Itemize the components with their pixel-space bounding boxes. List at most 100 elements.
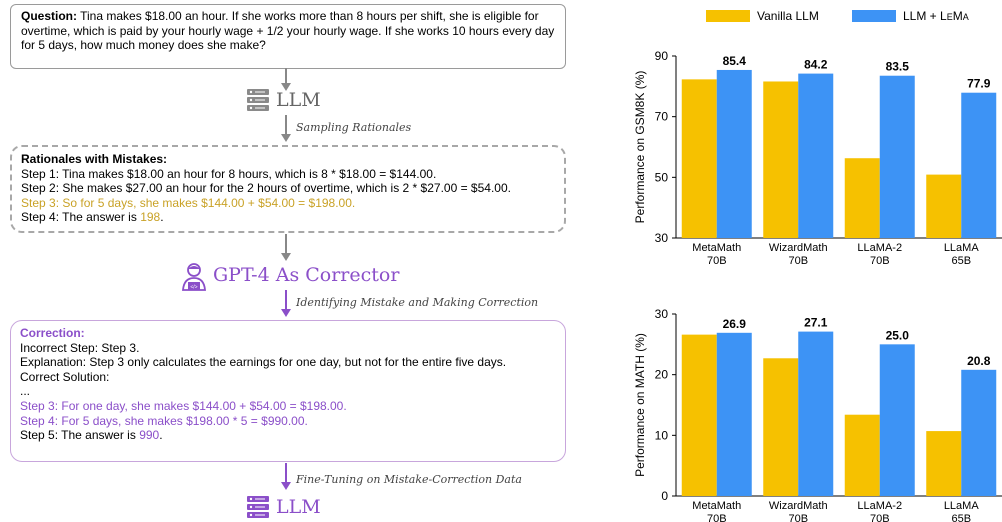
- legend-vanilla-swatch: [706, 10, 750, 22]
- gsm8k-bar-lema-3: [961, 92, 997, 238]
- math-y-tick-label: 10: [655, 428, 669, 442]
- rationales-box: Rationales with Mistakes: Step 1: Tina m…: [10, 145, 566, 233]
- gsm8k-x-tick-label: WizardMath: [769, 242, 828, 254]
- math-bar-lema-2: [879, 344, 915, 496]
- finetuning-label: Fine-Tuning on Mistake-Correction Data: [296, 473, 522, 486]
- gsm8k-data-label-0: 85.4: [723, 54, 747, 68]
- gsm8k-y-tick-label: 90: [655, 49, 669, 63]
- gsm8k-data-label-3: 77.9: [967, 77, 991, 91]
- rationale-step-4-prefix: Step 4: The answer is: [21, 210, 141, 225]
- gsm8k-x-tick-label: LLaMA-2: [857, 242, 902, 254]
- math-x-tick-label: 70B: [788, 513, 808, 522]
- correction-step-5-suffix: .: [159, 428, 163, 443]
- math-data-label-1: 27.1: [804, 316, 828, 330]
- correction-explanation: Explanation: Step 3 only calculates the …: [20, 355, 507, 370]
- correction-step-5-prefix: Step 5: The answer is: [20, 428, 140, 443]
- server-icon: [247, 89, 269, 111]
- math-data-label-2: 25.0: [886, 328, 910, 342]
- math-bar-lema-3: [961, 369, 997, 496]
- gsm8k-y-tick-label: 70: [655, 110, 669, 124]
- gsm8k-x-tick-label: MetaMath: [692, 242, 741, 254]
- legend-lema-l: L: [940, 9, 947, 23]
- correction-box: Correction: Incorrect Step: Step 3. Expl…: [10, 320, 566, 462]
- legend-lema-e: E: [946, 12, 953, 22]
- math-bar-vanilla-2: [844, 414, 880, 496]
- svg-text:</>: </>: [190, 285, 197, 291]
- rationale-step-2: Step 2: She makes $27.00 an hour for the…: [21, 181, 511, 196]
- server-icon: [247, 496, 269, 518]
- gsm8k-bar-lema-1: [798, 73, 834, 238]
- arrow-rationales-to-gpt4: [281, 234, 291, 261]
- question-box: Question: Tina makes $18.00 an hour. If …: [10, 4, 566, 69]
- gsm8k-bar-vanilla-3: [926, 174, 962, 238]
- legend-lema-a: A: [962, 12, 969, 22]
- gsm8k-x-tick-label: LLaMA: [944, 242, 980, 254]
- gsm8k-y-tick-label: 50: [655, 170, 669, 184]
- arrow-gpt4-to-correction: [281, 290, 291, 317]
- math-x-tick-label: LLaMA: [944, 500, 980, 512]
- gsm8k-x-tick-label: 65B: [951, 255, 971, 267]
- gsm8k-bar-lema-2: [879, 75, 915, 238]
- correction-step-4: Step 4: For 5 days, she makes $198.00 * …: [20, 413, 308, 428]
- math-x-tick-label: WizardMath: [769, 500, 828, 512]
- math-bar-vanilla-0: [681, 334, 717, 496]
- gsm8k-y-axis-label: Performance on GSM8K (%): [633, 71, 647, 224]
- math-bar-lema-1: [798, 331, 834, 496]
- math-bar-vanilla-3: [926, 431, 962, 496]
- math-data-label-3: 20.8: [967, 354, 991, 368]
- math-x-tick-label: 65B: [951, 513, 971, 522]
- math-x-tick-label: LLaMA-2: [857, 500, 902, 512]
- sampling-label: Sampling Rationales: [296, 121, 412, 134]
- gpt4-label: GPT-4 As Corrector: [213, 264, 400, 286]
- correction-step-3: Step 3: For one day, she makes $144.00 +…: [20, 398, 347, 413]
- correction-step-5-value: 990: [139, 428, 160, 443]
- identifying-label: Identifying Mistake and Making Correctio…: [296, 296, 539, 309]
- legend-lema-label: LLM + LEMA: [903, 9, 969, 23]
- legend-vanilla-label: Vanilla LLM: [757, 9, 819, 23]
- correction-title: Correction:: [20, 326, 85, 340]
- gsm8k-x-tick-label: 70B: [870, 255, 890, 267]
- gsm8k-bar-vanilla-1: [763, 81, 799, 238]
- arrow-question-to-llm: [281, 68, 291, 91]
- gsm8k-data-label-1: 84.2: [804, 58, 828, 72]
- math-y-axis-label: Performance on MATH (%): [633, 333, 647, 477]
- math-x-tick-label: MetaMath: [692, 500, 741, 512]
- correction-step-5: Step 5: The answer is 990.: [20, 428, 556, 443]
- math-y-tick-label: 0: [661, 489, 668, 503]
- math-bar-lema-0: [716, 332, 752, 496]
- gsm8k-y-tick-label: 30: [655, 231, 669, 245]
- legend-lema-m: M: [952, 9, 963, 23]
- llm-label-top: LLM: [276, 89, 321, 111]
- math-y-tick-label: 30: [655, 307, 669, 321]
- rationale-step-3: Step 3: So for 5 days, she makes $144.00…: [21, 195, 356, 210]
- math-y-tick-label: 20: [655, 368, 669, 382]
- gsm8k-chart: 30 50 70 90 Performance on GSM8K (%) 85.4 Meta…: [633, 49, 1002, 267]
- correction-incorrect-step: Incorrect Step: Step 3.: [20, 340, 140, 355]
- math-x-tick-label: 70B: [870, 513, 890, 522]
- gsm8k-x-tick-label: 70B: [707, 255, 727, 267]
- gsm8k-bar-vanilla-2: [844, 158, 880, 238]
- legend-lema-swatch: [852, 10, 896, 22]
- rationale-step-1: Step 1: Tina makes $18.00 an hour for 8 …: [21, 166, 437, 181]
- rationales-title: Rationales with Mistakes:: [21, 152, 168, 166]
- rationale-step-4: Step 4: The answer is 198.: [21, 210, 555, 225]
- correction-ellipsis: ...: [20, 384, 31, 399]
- math-x-tick-label: 70B: [707, 513, 727, 522]
- math-bar-vanilla-1: [763, 358, 799, 496]
- question-label: Question:: [21, 9, 77, 23]
- person-laptop-icon: </>: [182, 263, 206, 291]
- rationale-step-4-value: 198: [140, 210, 161, 225]
- gsm8k-bar-vanilla-0: [681, 79, 717, 239]
- arrow-correction-to-llm: [281, 463, 291, 490]
- rationale-step-4-suffix: .: [160, 210, 164, 225]
- correction-solution-label: Correct Solution:: [20, 369, 110, 384]
- gsm8k-x-tick-label: 70B: [788, 255, 808, 267]
- arrow-llm-to-rationales: [281, 115, 291, 142]
- question-text: Tina makes $18.00 an hour. If she works …: [21, 9, 555, 53]
- gsm8k-data-label-2: 83.5: [886, 60, 910, 74]
- legend-lema-prefix: LLM +: [903, 9, 941, 23]
- math-chart: 0 10 20 30 Performance on MATH (%) 26.9 MetaMa…: [633, 307, 1002, 522]
- gsm8k-bar-lema-0: [716, 69, 752, 238]
- math-data-label-0: 26.9: [723, 317, 747, 331]
- llm-label-bottom: LLM: [276, 496, 321, 518]
